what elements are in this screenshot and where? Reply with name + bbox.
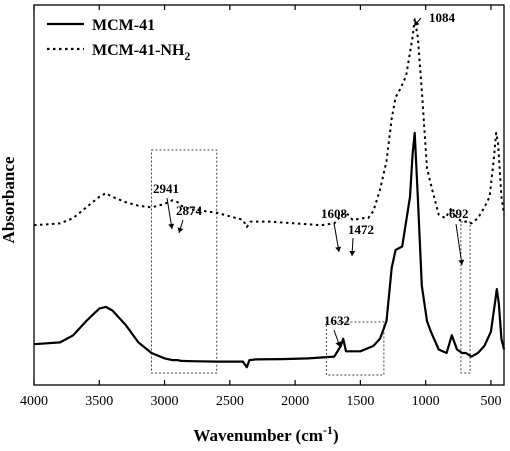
peak-arrowhead	[349, 250, 356, 256]
peak-arrowhead	[414, 20, 420, 26]
highlight-box	[151, 149, 218, 374]
x-axis-label-sup: -1	[323, 423, 333, 437]
peak-arrow	[455, 223, 463, 266]
peak-label: 1608	[321, 206, 348, 221]
x-axis-label-close: )	[333, 426, 339, 445]
peak-arrowhead	[335, 341, 342, 347]
legend-label: MCM-41	[92, 17, 155, 34]
highlight-box	[325, 321, 385, 376]
x-tick-label: 4000	[20, 394, 48, 409]
x-axis-ticks: 4000 3500 3000 2500 2000 1500 1000 500	[20, 5, 501, 409]
x-tick-label: 3500	[85, 394, 113, 409]
y-axis-label: Absorbance	[0, 156, 18, 243]
peak-arrowhead	[168, 223, 175, 229]
series-line	[33, 18, 505, 228]
peak-label: 2941	[153, 181, 179, 196]
peak-label: 1084	[429, 10, 456, 25]
peak-label: 2874	[176, 203, 203, 218]
series-line	[33, 131, 506, 369]
x-tick-label: 1500	[346, 394, 374, 409]
x-tick-label: 3000	[151, 394, 179, 409]
legend: MCM-41 MCM-41-NH2	[47, 17, 190, 63]
peak-label: 692	[449, 206, 469, 221]
x-tick-label: 1000	[412, 394, 440, 409]
peak-arrowhead	[177, 227, 184, 233]
peak-label: 1472	[348, 222, 374, 237]
peak-arrowhead	[458, 259, 465, 265]
x-tick-label: 2000	[281, 394, 309, 409]
x-tick-label: 2500	[216, 394, 244, 409]
highlight-boxes	[151, 149, 471, 376]
x-axis-label: Wavenumber (cm-1)	[193, 423, 338, 445]
highlight-box	[460, 221, 471, 374]
peak-label: 1632	[324, 313, 350, 328]
series-lines	[33, 18, 506, 369]
plot-frame	[33, 4, 505, 386]
legend-label: MCM-41-NH2	[92, 42, 190, 63]
x-tick-label: 500	[480, 394, 501, 409]
x-axis-label-main: Wavenumber (cm	[193, 426, 323, 445]
peak-arrowhead	[335, 246, 342, 252]
peak-arrow	[166, 197, 173, 230]
